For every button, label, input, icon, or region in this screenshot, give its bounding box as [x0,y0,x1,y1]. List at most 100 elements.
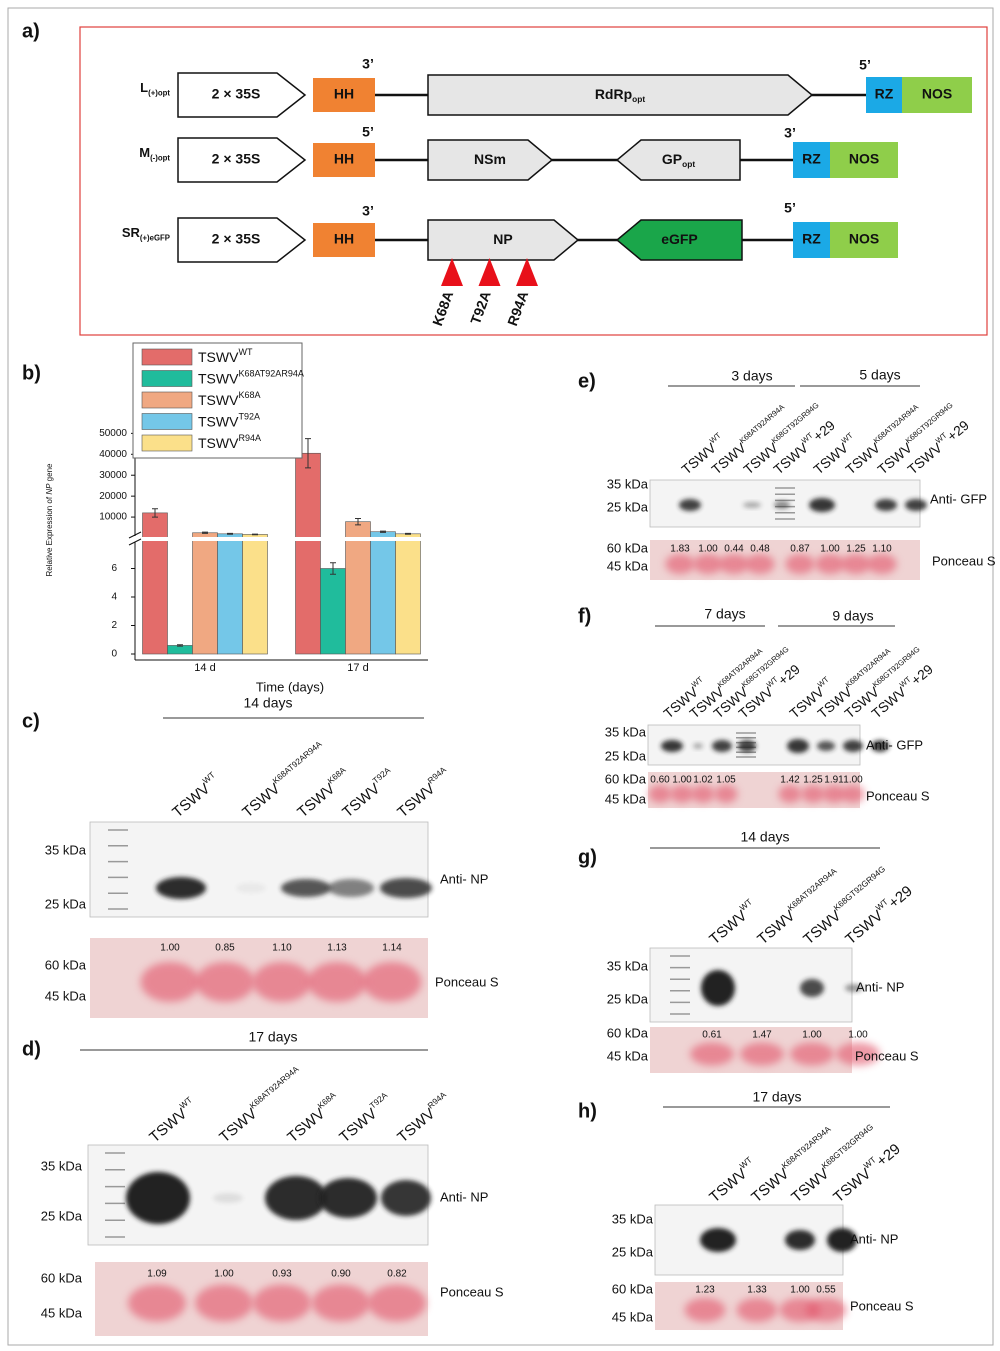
stain-value: 1.00 [214,1269,234,1280]
ponceau-band [822,785,846,803]
protein-band [156,877,206,899]
y-axis-label-part: NP [45,483,54,495]
end-label: 5’ [362,124,374,140]
stain-value: 1.83 [670,544,690,555]
stain-value: 1.42 [780,775,800,786]
antibody-label: Anti- GFP [866,737,923,752]
protein-band [785,1230,815,1250]
time-label: 7 days [704,606,745,622]
legend-label: TSWVR94A [198,433,261,450]
y-tick-label: 2 [111,620,117,631]
lane-label: TSWVWT+29 [867,660,935,721]
lane-label: TSWVK68AT92AR94A [752,866,845,948]
hh-box [313,78,375,112]
lane-base: TSWV [339,780,383,821]
y-tick-label: 50000 [99,428,127,439]
protein-band [845,984,863,992]
marker-label: 25 kDa [607,991,649,1006]
lane-suffix: +29 [810,417,838,443]
lane-base: TSWV [336,1105,380,1146]
ponceau-band [648,785,672,803]
label-subscript: opt [682,159,695,169]
lane-base: TSWV [748,1165,792,1206]
mutation-label: T92A [467,289,494,327]
stain-value: 1.10 [872,544,892,555]
ponceau-band [195,962,255,1002]
lane-base: TSWV [146,1105,190,1146]
figure-border [7,7,994,1346]
time-label: 9 days [832,608,873,624]
stain-value: 1.00 [843,775,863,786]
legend-name: TSWV [198,349,239,365]
marker-label: 45 kDa [45,988,87,1003]
stain-value: 0.55 [816,1285,836,1296]
protein-band [281,879,331,897]
time-label: 14 days [740,829,789,845]
lane-base: TSWV [169,780,213,821]
error-bar [355,518,361,526]
label-with-subscript: NP [493,231,512,247]
ponceau-band [815,554,845,574]
lane-superscript: R94A [426,764,449,785]
stain-label: Ponceau S [440,1284,504,1299]
marker-label: 60 kDa [45,957,87,972]
blot-membrane [89,821,429,918]
ponceau-band [253,1284,311,1322]
protein-band [236,883,266,893]
stain-value: 1.91 [824,775,844,786]
break-mark [128,531,142,546]
legend-swatch [141,391,193,409]
lane-suffix: +29 [885,882,915,911]
gene-arrow [427,139,554,181]
legend-name: TSWV [198,392,239,408]
marker-label: 25 kDa [605,748,647,763]
promoter-label: 2 × 35S [212,151,261,167]
legend-swatch [141,370,193,387]
stain-value: 1.00 [160,943,180,954]
lane-base: TSWV [394,780,438,821]
error-bar [305,438,311,469]
label-with-subscript: NSm [474,151,506,167]
nos-box [902,77,972,113]
panel-label: g) [578,846,597,868]
stain-value: 1.00 [820,544,840,555]
label-base: RdRp [595,86,632,102]
mutation-label: K68A [429,289,456,328]
ponceau-band [665,554,695,574]
lane-label: TSWVT92A [334,1090,396,1146]
stain-value: 1.00 [698,544,718,555]
protein-band [380,878,432,898]
lane-label: TSWVWT [144,1095,200,1146]
stain-value: 0.90 [331,1269,351,1280]
gene-arrow [615,219,743,261]
stain-value: 0.60 [650,775,670,786]
label-with-subscript: eGFP [661,231,698,247]
legend-label: TSWVWT [198,347,253,364]
nos-label: NOS [849,151,879,167]
lane-superscript: K68AT92AR94A [248,1064,301,1111]
marker-label: 25 kDa [41,1208,83,1223]
stain-value: 1.14 [382,943,402,954]
marker-label: 25 kDa [607,499,649,514]
stain-value: 0.85 [215,943,235,954]
ponceau-band [805,1298,847,1322]
hh-label: HH [334,151,354,167]
lane-base: TSWV [706,1165,750,1206]
nos-label: NOS [849,231,879,247]
label-subscript: (+)opt [148,89,170,98]
lane-label: TSWVR94A [392,764,454,821]
antibody-label: Anti- NP [440,1189,488,1204]
protein-band [661,740,683,752]
bar [242,534,268,655]
bar [320,568,346,655]
lane-base: TSWV [394,1105,438,1146]
time-label: 17 days [248,1029,297,1045]
time-label: 17 days [752,1089,801,1105]
error-bar [252,533,258,536]
stain-value: 1.00 [672,775,692,786]
mutation-marker [441,258,463,286]
marker-label: 60 kDa [605,771,647,786]
marker-label: 45 kDa [41,1305,83,1320]
ponceau-band [785,554,815,574]
ponceau-band [736,1298,778,1322]
